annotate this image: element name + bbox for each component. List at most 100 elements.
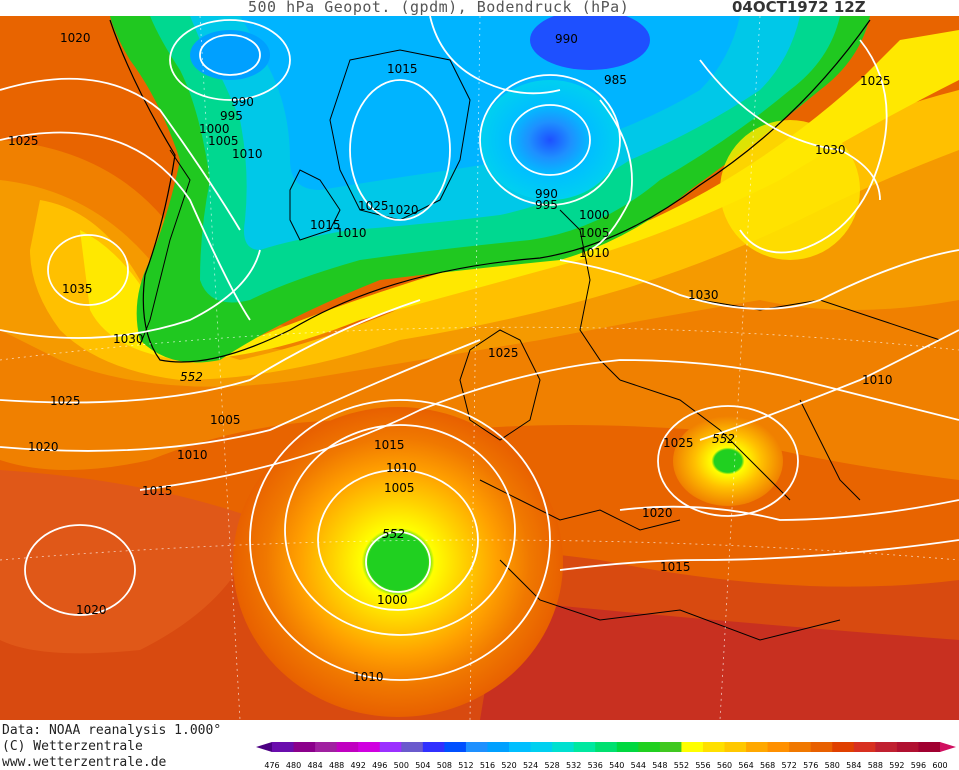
- colorbar-tick-label: 564: [738, 761, 753, 770]
- colorbar-arrow-low: [256, 742, 272, 752]
- isobar-label: 1025: [663, 436, 694, 450]
- colorbar-segment: [767, 742, 790, 752]
- colorbar-segment: [681, 742, 704, 752]
- colorbar-tick-label: 592: [889, 761, 904, 770]
- isobar-label: 1020: [28, 440, 59, 454]
- weather-map: 1020 1025 1035 1030 1025 1020 1015 1010 …: [0, 16, 959, 720]
- isobar-label: 1025: [8, 134, 39, 148]
- isobars: [0, 16, 959, 681]
- colorbar-segment: [918, 742, 941, 752]
- isobar-label: 1010: [336, 226, 367, 240]
- data-credit: Data: NOAA reanalysis 1.000°: [2, 723, 222, 738]
- isobar-label: 1015: [660, 560, 691, 574]
- colorbar-tick-label: 492: [351, 761, 366, 770]
- colorbar-tick-label: 476: [264, 761, 279, 770]
- colorbar-segment: [530, 742, 553, 752]
- colorbar-segment: [315, 742, 338, 752]
- map-title: 500 hPa Geopot. (gpdm), Bodendruck (hPa): [248, 0, 630, 16]
- isobar-label: 1020: [76, 603, 107, 617]
- isobar-label: 990: [535, 187, 558, 201]
- colorbar-tick-label: 600: [932, 761, 947, 770]
- colorbar-segment: [616, 742, 639, 752]
- contour-552-label: 552: [180, 370, 203, 384]
- copyright: (C) Wetterzentrale: [2, 739, 143, 754]
- colorbar-segment: [810, 742, 833, 752]
- contour-552-label: 552: [382, 527, 405, 541]
- colorbar-segment: [487, 742, 510, 752]
- colorbar-segment: [595, 742, 618, 752]
- isobar-label: 1010: [579, 246, 610, 260]
- colorbar-tick-label: 480: [286, 761, 301, 770]
- isobar-label: 1025: [488, 346, 519, 360]
- colorbar-segment: [293, 742, 316, 752]
- contour-552-label: 552: [712, 432, 735, 446]
- map-date: 04OCT1972 12Z: [732, 0, 866, 16]
- colorbar-segment: [552, 742, 575, 752]
- colorbar-tick-label: 584: [846, 761, 861, 770]
- isobar-label: 1015: [374, 438, 405, 452]
- graticule: [0, 16, 959, 720]
- colorbar-segment: [465, 742, 488, 752]
- footer: Data: NOAA reanalysis 1.000° (C) Wetterz…: [0, 720, 959, 770]
- cutoff-low-center: [673, 416, 783, 506]
- colorbar-tick-label: 572: [782, 761, 797, 770]
- isobar-label: 1030: [815, 143, 846, 157]
- colorbar-tick-label: 488: [329, 761, 344, 770]
- colorbar-tick-label: 536: [588, 761, 603, 770]
- isobar-label: 990: [555, 32, 578, 46]
- colorbar-tick-label: 576: [803, 761, 818, 770]
- colorbar-segment: [444, 742, 467, 752]
- field-yellow: [30, 90, 959, 380]
- isobar-label: 1000: [199, 122, 230, 136]
- isobar-label: 995: [535, 198, 558, 212]
- colorbar-segment: [789, 742, 812, 752]
- colorbar-tick-label: 568: [760, 761, 775, 770]
- colorbar-tick-label: 500: [394, 761, 409, 770]
- isobar-label: 1005: [384, 481, 415, 495]
- field-lightorange: [0, 130, 959, 387]
- colorbar-tick-label: 588: [868, 761, 883, 770]
- colorbar-tick-label: 512: [458, 761, 473, 770]
- colorbar-segment: [638, 742, 661, 752]
- colorbar-tick-label: 544: [631, 761, 646, 770]
- low-center-north: [480, 80, 620, 200]
- title-bar: 500 hPa Geopot. (gpdm), Bodendruck (hPa)…: [0, 0, 959, 16]
- isobar-label: 1020: [60, 31, 91, 45]
- colorbar-segment: [875, 742, 898, 752]
- colorbar-tick-label: 524: [523, 761, 538, 770]
- colorbar-tick-label: 596: [911, 761, 926, 770]
- colorbar-segment: [896, 742, 919, 752]
- isobar-label: 985: [604, 73, 627, 87]
- colorbar-segment: [659, 742, 682, 752]
- colorbar-arrow-high: [940, 742, 956, 752]
- field-southeast: [480, 600, 959, 720]
- colorbar-tick-label: 484: [307, 761, 322, 770]
- colorbar-segment: [853, 742, 876, 752]
- colorbar-segment: [422, 742, 445, 752]
- colorbar-segment: [702, 742, 726, 752]
- colorbar-tick-label: 532: [566, 761, 581, 770]
- isobar-label: 1010: [353, 670, 384, 684]
- low-center-greenland: [190, 30, 270, 80]
- colorbar-tick-label: 508: [437, 761, 452, 770]
- low-center-norway: [530, 16, 650, 70]
- colorbar-tick-label: 540: [609, 761, 624, 770]
- isobar-label: 1020: [388, 203, 419, 217]
- high-center-eastern: [720, 120, 860, 260]
- colorbar-tick-label: 504: [415, 761, 430, 770]
- colorbar-tick-label: 520: [501, 761, 516, 770]
- isobar-label: 995: [220, 109, 243, 123]
- colorbar-segment: [272, 742, 295, 752]
- isobar-labels: 1020 1025 1035 1030 1025 1020 1015 1010 …: [8, 31, 893, 684]
- isobar-label: 1035: [62, 282, 93, 296]
- isobar-label: 1025: [358, 199, 389, 213]
- colorbar-tick-label: 552: [674, 761, 689, 770]
- isobar-label: 1010: [177, 448, 208, 462]
- isobar-label: 1025: [50, 394, 81, 408]
- field-west: [0, 470, 260, 654]
- colorbar-tick-label: 556: [695, 761, 710, 770]
- map-canvas: 1020 1025 1035 1030 1025 1020 1015 1010 …: [0, 16, 959, 720]
- colorbar-tick-label: 528: [544, 761, 559, 770]
- isobar-label: 1005: [579, 226, 610, 240]
- colorbar-segment: [724, 742, 747, 752]
